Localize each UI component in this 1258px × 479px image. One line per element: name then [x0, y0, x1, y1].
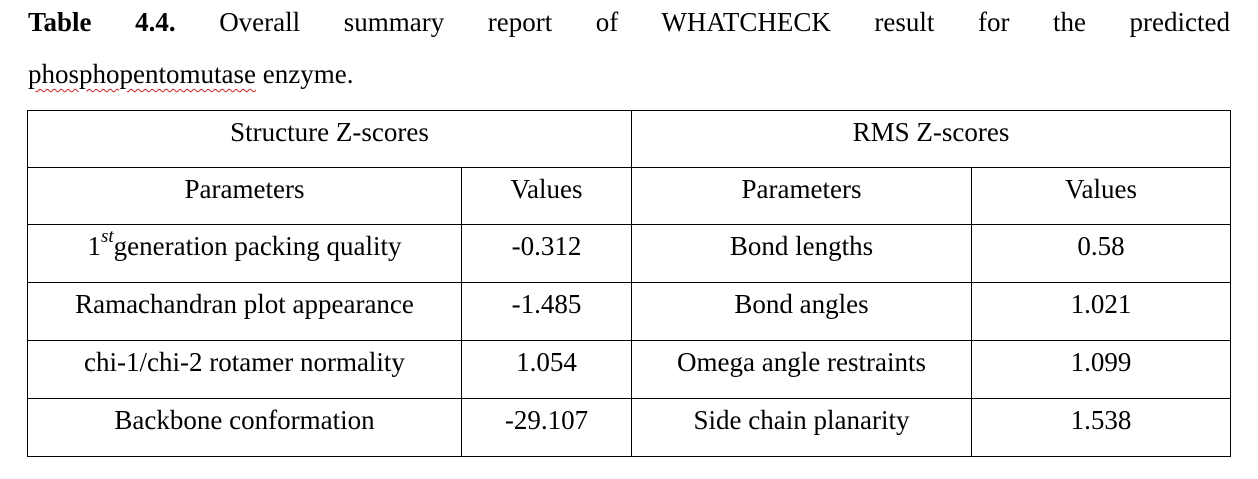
- caption-line-1: Table 4.4. Overall summary report of WHA…: [28, 0, 1230, 44]
- ordinal-number: 1: [87, 231, 101, 261]
- structure-value-cell: -1.485: [461, 282, 632, 341]
- group-header-rms-z-scores: RMS Z-scores: [631, 110, 1231, 168]
- table-row: Backbone conformation -29.107 Side chain…: [27, 398, 1231, 457]
- table-group-header-row: Structure Z-scores RMS Z-scores: [27, 110, 1231, 168]
- rms-parameter-cell: Side chain planarity: [631, 398, 972, 457]
- rms-parameter-cell: Bond angles: [631, 282, 972, 341]
- rms-parameter-cell: Bond lengths: [631, 224, 972, 283]
- structure-parameter-cell: 1stgeneration packing quality: [27, 224, 462, 283]
- structure-value-cell: -29.107: [461, 398, 632, 457]
- column-header-rms-values: Values: [971, 167, 1231, 225]
- caption-text-line-2: enzyme.: [255, 59, 354, 89]
- structure-parameter-text: generation packing quality: [113, 231, 402, 261]
- whatcheck-summary-table: Structure Z-scores RMS Z-scores Paramete…: [27, 110, 1231, 457]
- caption-line-2: phosphopentomutase enzyme.: [28, 44, 1230, 104]
- rms-value-cell: 1.021: [971, 282, 1231, 341]
- table-caption: Table 4.4. Overall summary report of WHA…: [28, 0, 1230, 104]
- structure-value-cell: 1.054: [461, 340, 632, 399]
- structure-parameter-cell: chi-1/chi-2 rotamer normality: [27, 340, 462, 399]
- rms-value-cell: 0.58: [971, 224, 1231, 283]
- table-row: 1stgeneration packing quality -0.312 Bon…: [27, 224, 1231, 283]
- group-header-structure-z-scores: Structure Z-scores: [27, 110, 632, 168]
- column-header-rms-parameters: Parameters: [631, 167, 972, 225]
- ordinal-suffix: st: [100, 226, 114, 247]
- rms-value-cell: 1.538: [971, 398, 1231, 457]
- table-row: chi-1/chi-2 rotamer normality 1.054 Omeg…: [27, 340, 1231, 399]
- spellcheck-flagged-word[interactable]: phosphopentomutase: [28, 59, 256, 89]
- caption-text-line-1: Overall summary report of WHATCHECK resu…: [219, 7, 1231, 37]
- rms-parameter-cell: Omega angle restraints: [631, 340, 972, 399]
- caption-label: Table 4.4.: [28, 7, 176, 37]
- structure-parameter-cell: Backbone conformation: [27, 398, 462, 457]
- table-row: Ramachandran plot appearance -1.485 Bond…: [27, 282, 1231, 341]
- structure-value-cell: -0.312: [461, 224, 632, 283]
- column-header-structure-values: Values: [461, 167, 632, 225]
- structure-parameter-cell: Ramachandran plot appearance: [27, 282, 462, 341]
- table-column-header-row: Parameters Values Parameters Values: [27, 167, 1231, 225]
- rms-value-cell: 1.099: [971, 340, 1231, 399]
- column-header-structure-parameters: Parameters: [27, 167, 462, 225]
